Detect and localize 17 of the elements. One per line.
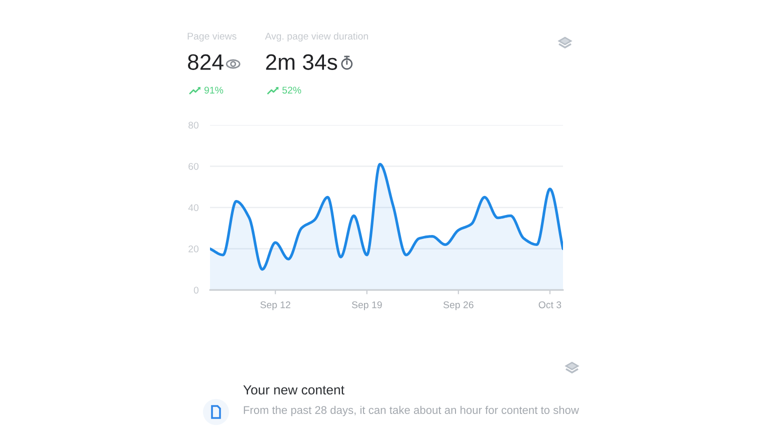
text: 2m 34s [266,54,338,70]
x-tick-label: Sep 12 [260,301,290,310]
text: Avg. page view duration [265,32,368,42]
y-tick-label: 0 [194,286,199,294]
text: Page views [188,32,236,42]
text: 824 [188,54,224,70]
text: Your new content [243,385,344,395]
x-tick-label: Sep 19 [352,301,382,310]
text: 91% [204,86,224,94]
text: 52% [282,86,302,94]
y-tick-label: 20 [188,245,199,252]
x-tick-label: Oct 3 [538,301,562,308]
y-tick-label: 80 [188,122,199,129]
y-tick-label: 60 [188,162,199,170]
y-tick-label: 40 [188,204,199,212]
text: From the past 28 days, it can take about an hour for content to show [244,406,580,416]
x-tick-label: Sep 26 [443,301,474,310]
